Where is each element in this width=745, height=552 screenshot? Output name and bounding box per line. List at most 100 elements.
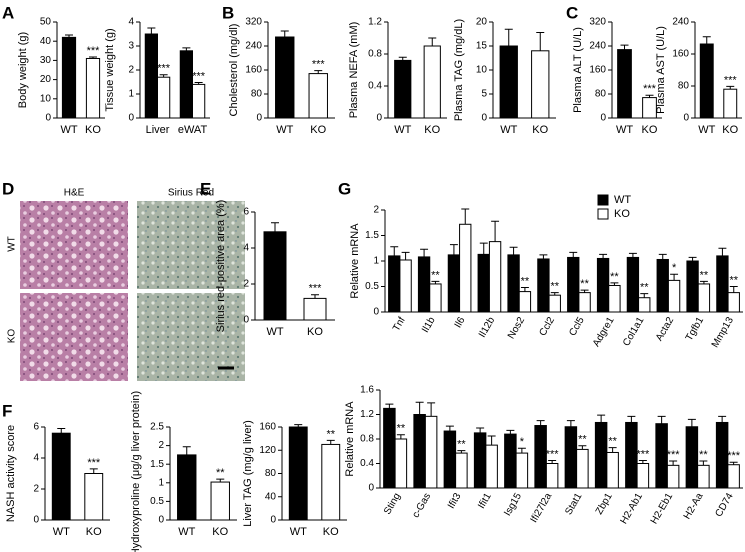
bar <box>606 451 619 489</box>
error-bar <box>57 428 66 434</box>
bar <box>84 473 104 521</box>
error-bar <box>729 461 738 465</box>
y-tick-label: 80 <box>595 89 607 100</box>
significance-label: ** <box>608 435 617 447</box>
error-bar <box>718 415 727 423</box>
x-tick-label: KO <box>642 124 658 136</box>
y-tick-label: 0.8 <box>360 434 374 445</box>
x-tick-label: Zbp1 <box>594 491 615 517</box>
significance-label: ** <box>457 439 466 451</box>
x-tick-label: KO <box>310 124 326 136</box>
bar <box>723 88 738 119</box>
x-tick-label: Il12b <box>477 315 498 340</box>
y-tick-label: 1 <box>373 256 379 267</box>
bar <box>626 256 640 313</box>
x-tick-label: CD74 <box>713 491 736 519</box>
error-bar <box>620 44 629 50</box>
error-bar <box>89 468 98 474</box>
error-bar <box>428 37 437 46</box>
panel-label: F <box>2 401 12 420</box>
error-bar <box>627 415 636 423</box>
x-tick-label: WT <box>500 124 517 136</box>
bar <box>534 425 547 489</box>
bar <box>210 481 230 521</box>
y-tick-label: 50 <box>40 17 52 28</box>
y-axis-label: Hydroxyproline (μg/g liver protein) <box>130 391 142 552</box>
bar <box>455 452 468 489</box>
bar <box>144 33 158 119</box>
y-tick-label: 4 <box>33 453 39 464</box>
error-bar <box>65 34 73 38</box>
significance-label: *** <box>87 45 101 57</box>
y-tick-label: 2 <box>373 205 379 216</box>
x-tick-label: H2-Aa <box>682 491 706 521</box>
error-bar <box>326 439 335 445</box>
y-tick-label: 80 <box>678 81 690 92</box>
bar <box>617 49 632 119</box>
bar <box>499 45 518 119</box>
y-axis-label: Plasma ALT (U/L) <box>572 27 584 113</box>
bar <box>85 57 101 119</box>
bar <box>417 256 431 313</box>
y-tick-label: 3 <box>128 41 134 52</box>
histology-row: WT <box>7 236 18 252</box>
significance-label: *** <box>546 448 560 460</box>
x-tick-label: Tnf <box>391 315 408 333</box>
x-tick-label: Isg15 <box>502 491 524 518</box>
significance-label: * <box>672 262 677 274</box>
error-bar <box>449 244 458 255</box>
bar <box>192 83 206 119</box>
error-bar <box>569 251 578 258</box>
error-bar <box>580 289 589 293</box>
y-axis-label: Liver TAG (mg/g liver) <box>242 420 254 527</box>
error-bar <box>566 420 575 427</box>
significance-label: ** <box>397 423 406 435</box>
bar <box>308 73 328 119</box>
x-tick-label: Acta2 <box>654 315 677 343</box>
bar <box>51 432 71 521</box>
legend-label: KO <box>614 208 630 220</box>
y-tick-label: 0.5 <box>365 281 379 292</box>
error-bar <box>487 435 496 446</box>
error-bar <box>536 420 545 426</box>
significance-label: ** <box>326 428 335 440</box>
error-bar <box>271 222 279 232</box>
error-bar <box>476 427 485 433</box>
x-tick-label: KO <box>722 124 738 136</box>
y-tick-label: 6 <box>33 422 39 433</box>
error-bar <box>699 280 708 284</box>
bar <box>667 279 681 313</box>
bar <box>321 443 341 521</box>
y-tick-label: 0.4 <box>368 81 382 92</box>
y-tick-label: 2 <box>33 484 39 495</box>
x-tick-label: KO <box>86 526 102 538</box>
bar <box>727 464 740 489</box>
y-tick-label: 2.5 <box>150 422 164 433</box>
error-bar <box>687 418 696 427</box>
error-bar <box>520 287 529 292</box>
y-tick-label: 2 <box>158 440 164 451</box>
x-tick-label: eWAT <box>178 124 208 136</box>
bar <box>515 452 529 489</box>
significance-label: ** <box>580 278 589 290</box>
y-tick-label: 4 <box>128 17 134 28</box>
y-tick-label: 20 <box>476 17 488 28</box>
y-axis-label: Body weight (g) <box>17 32 29 108</box>
error-bar <box>445 425 454 432</box>
y-tick-label: 20 <box>40 74 52 85</box>
error-bar <box>415 401 424 415</box>
error-bar <box>427 402 436 417</box>
y-tick-label: 0 <box>128 113 134 124</box>
x-tick-label: c-Gas <box>410 491 433 520</box>
error-bar <box>702 36 711 44</box>
error-bar <box>669 460 678 466</box>
bar <box>61 36 77 119</box>
histology-column: Sirius Red <box>168 188 214 199</box>
error-bar <box>390 246 399 256</box>
bar <box>275 36 295 119</box>
y-tick-label: 1.6 <box>360 385 374 396</box>
bar <box>596 257 610 313</box>
bar <box>413 414 426 489</box>
y-tick-label: 4 <box>243 243 249 254</box>
error-bar <box>517 447 526 454</box>
